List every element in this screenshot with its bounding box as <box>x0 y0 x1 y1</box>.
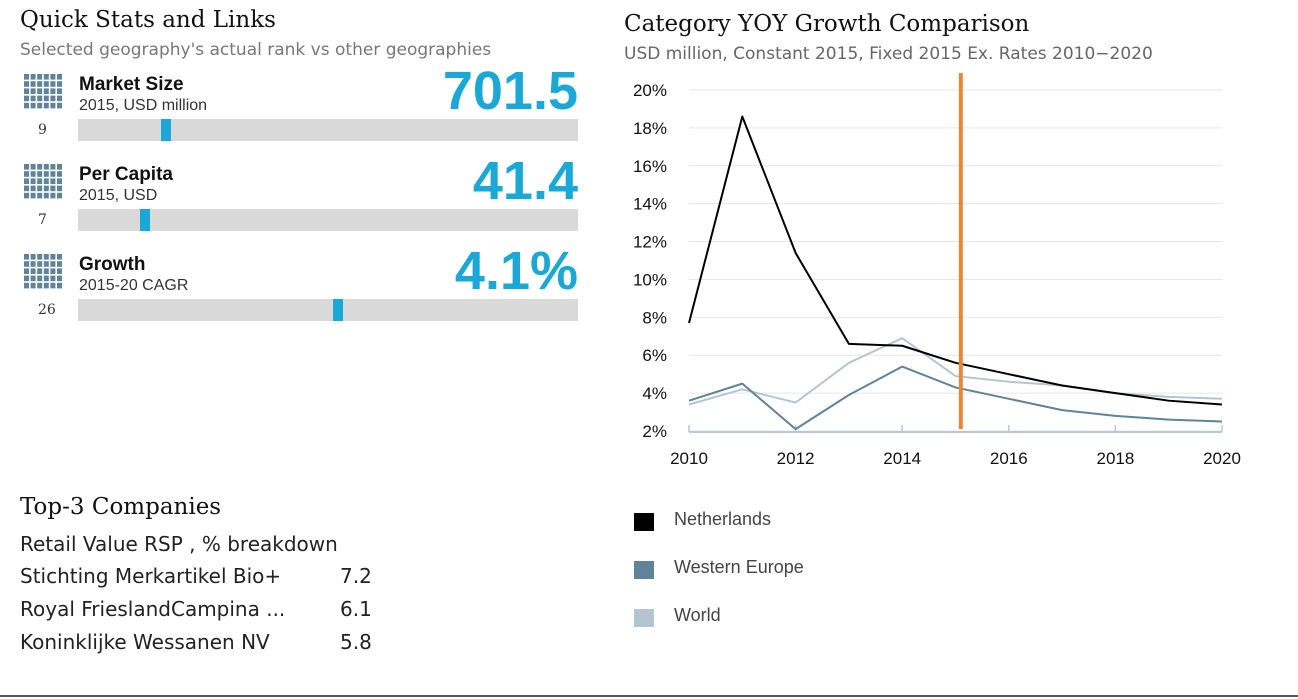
company-value: 6.1 <box>340 597 372 621</box>
x-tick-label: 2018 <box>1096 449 1134 468</box>
y-tick-label: 2% <box>642 422 667 441</box>
quick-stats-title: Quick Stats and Links <box>20 7 276 33</box>
quick-stats-subtitle: Selected geography's actual rank vs othe… <box>20 40 492 60</box>
y-tick-label: 20% <box>633 81 667 100</box>
top-companies-title: Top-3 Companies <box>20 494 222 520</box>
grid-bars-icon <box>24 74 62 109</box>
growth-line-chart: 2% 4% 6% 8% 10% 12% 14% 16% 18% 20% 2010 2012 2014 20… <box>633 73 1241 468</box>
stat-rank: 7 <box>38 212 47 228</box>
stat-row[interactable]: 7 Per Capita 2015, USD 41.4 <box>20 151 580 244</box>
legend-swatch <box>634 513 654 531</box>
bottom-divider <box>0 695 1298 697</box>
rank-track <box>78 119 578 141</box>
legend-label: Netherlands <box>674 509 772 529</box>
x-tick-label: 2010 <box>670 449 708 468</box>
legend-swatch <box>634 561 654 579</box>
x-tick-label: 2012 <box>777 449 815 468</box>
x-tick-label: 2020 <box>1203 449 1241 468</box>
stat-sublabel: 2015-20 CAGR <box>79 277 189 294</box>
legend-label: Western Europe <box>674 557 804 577</box>
series-line-netherlands <box>688 115 1223 406</box>
y-tick-label: 8% <box>642 308 667 327</box>
company-name: Royal FrieslandCampina ... <box>20 597 286 621</box>
rank-marker <box>160 119 171 141</box>
company-value: 7.2 <box>340 564 372 588</box>
series-line-world <box>688 337 1223 406</box>
stat-label: Per Capita <box>79 164 173 185</box>
series-line-western-europe <box>688 365 1223 431</box>
stat-rank: 26 <box>38 302 56 318</box>
rank-track <box>78 299 578 321</box>
grid-bars-icon <box>24 164 62 199</box>
stat-rank: 9 <box>38 122 47 138</box>
company-name: Koninklijke Wessanen NV <box>20 630 270 654</box>
stat-label: Market Size <box>79 74 184 95</box>
chart-subtitle: USD million, Constant 2015, Fixed 2015 E… <box>624 44 1153 64</box>
top-companies-subtitle: Retail Value RSP , % breakdown <box>20 532 338 556</box>
rank-marker <box>139 209 150 231</box>
company-value: 5.8 <box>340 630 372 654</box>
y-tick-label: 4% <box>642 384 667 403</box>
stat-sublabel: 2015, USD <box>79 187 158 204</box>
legend-swatch <box>634 609 654 627</box>
rank-marker <box>333 299 343 321</box>
y-tick-label: 12% <box>633 233 667 252</box>
y-tick-label: 6% <box>642 346 667 365</box>
y-tick-label: 16% <box>633 157 667 176</box>
x-tick-label: 2014 <box>883 449 921 468</box>
grid-bars-icon <box>24 254 62 289</box>
stat-value: 41.4 <box>472 151 578 211</box>
stat-row[interactable]: 26 Growth 2015-20 CAGR 4.1% <box>20 241 580 334</box>
y-tick-label: 10% <box>633 270 667 289</box>
x-tick-label: 2016 <box>990 449 1028 468</box>
stat-value: 701.5 <box>442 61 578 121</box>
rank-track <box>78 209 578 231</box>
legend-label: World <box>674 605 721 625</box>
y-tick-label: 14% <box>633 195 667 214</box>
y-tick-label: 18% <box>633 119 667 138</box>
stat-sublabel: 2015, USD million <box>79 97 208 114</box>
stat-label: Growth <box>79 254 146 275</box>
stat-value: 4.1% <box>454 241 578 301</box>
chart-title: Category YOY Growth Comparison <box>624 11 1030 37</box>
stat-row[interactable]: 9 Market Size 2015, USD million 701.5 <box>20 61 580 154</box>
company-name: Stichting Merkartikel Bio+ <box>20 564 282 588</box>
